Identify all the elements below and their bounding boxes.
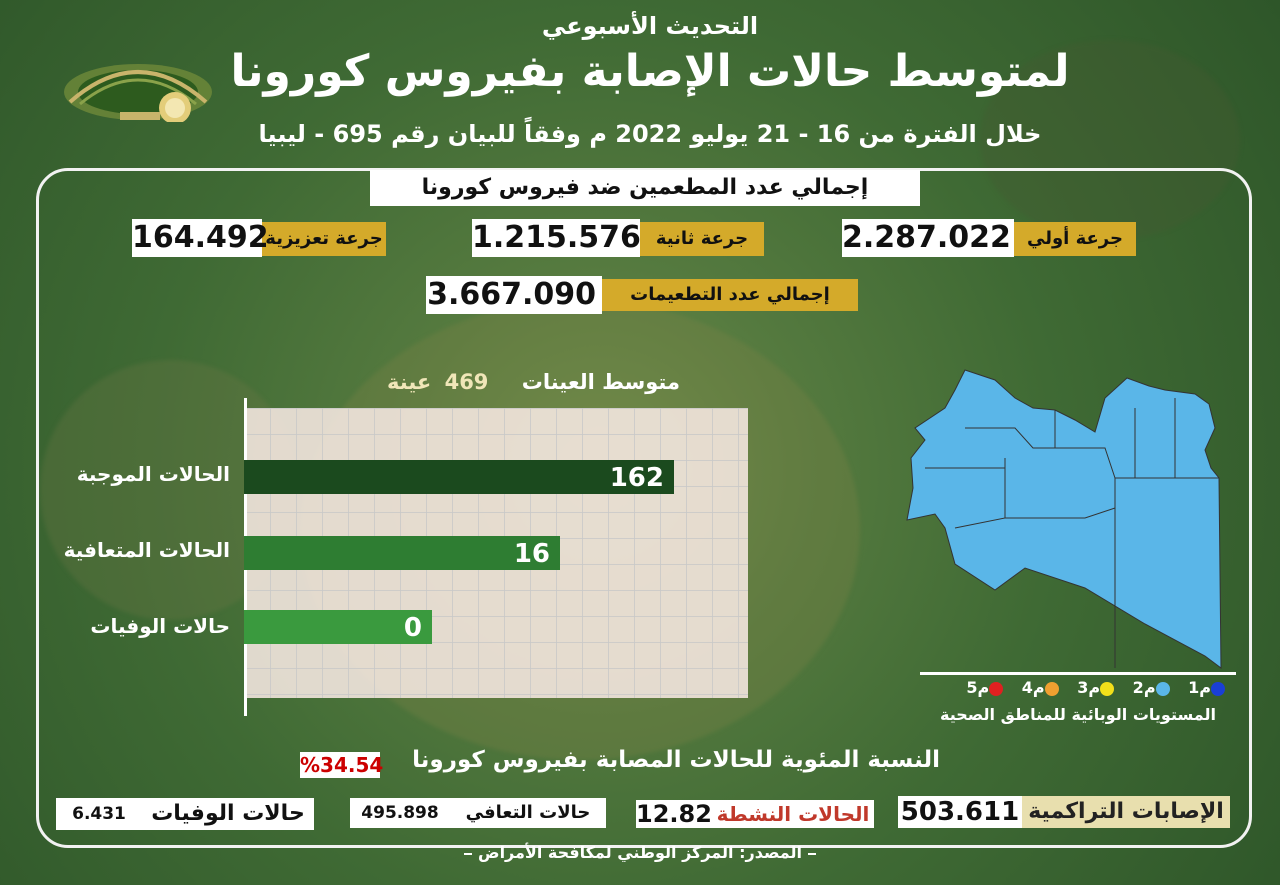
cumulative-cases-value: 503.611: [898, 796, 1022, 828]
bar-deaths: 0: [244, 610, 432, 644]
second-dose-value: 1.215.576: [472, 219, 641, 257]
subtitle: خلال الفترة من 16 - 21 يوليو 2022 م وفقا…: [258, 120, 1042, 148]
samples-value: 469: [444, 370, 489, 394]
cumulative-cases-label: الإصابات التراكمية: [1022, 796, 1230, 828]
bar-value-label: 0: [403, 613, 422, 643]
top-title: التحديث الأسبوعي: [541, 12, 759, 40]
legend-dot-icon: [1211, 681, 1225, 696]
legend-label: م2: [1132, 678, 1156, 697]
libya-map: [906, 369, 1222, 670]
legend-item-2: م2: [1133, 678, 1173, 697]
recovered-value: 495.898: [350, 798, 450, 828]
percentage-text: النسبة المئوية للحالات المصابة بفيروس كو…: [412, 747, 940, 773]
active-cases-value: 12.82: [636, 800, 712, 828]
legend-item-1: م1: [1188, 678, 1228, 697]
legend-item-3: م3: [1077, 678, 1117, 697]
second-dose-label: جرعة ثانية: [640, 222, 764, 256]
samples-unit: عينة: [387, 370, 432, 394]
bar-chart: 162 16 0: [244, 398, 748, 716]
deaths-label: حالات الوفيات: [142, 798, 314, 830]
deaths-value: 6.431: [56, 798, 142, 830]
recovered-label: حالات التعافي: [450, 798, 606, 828]
legend-label: م1: [1188, 678, 1211, 697]
legend-caption: المستويات الوبائية للمناطق الصحية: [940, 705, 1216, 724]
content-frame: [36, 168, 1252, 848]
samples-label: متوسط العينات: [521, 370, 680, 394]
background-virus-shape: [980, 40, 1240, 240]
total-vaccinations-label: إجمالي عدد التطعيمات: [602, 279, 858, 311]
bar-value-label: 16: [513, 539, 550, 569]
chart-label-deaths: حالات الوفيات: [90, 614, 230, 638]
legend-dot-icon: [1100, 681, 1115, 696]
vaccination-heading: إجمالي عدد المطعمين ضد فيروس كورونا: [370, 170, 920, 206]
map-baseline: [920, 672, 1236, 675]
chart-label-positive: الحالات الموجبة: [76, 462, 230, 486]
source-dash: [464, 852, 473, 855]
legend-item-4: م4: [1022, 678, 1062, 697]
bar-recovered: 16: [244, 536, 560, 570]
active-cases-label: الحالات النشطة: [712, 800, 874, 828]
bar-value-label: 162: [609, 463, 664, 493]
source-text: المصدر: المركز الوطني لمكافحة الأمراض: [478, 843, 802, 862]
map-legend: م1 م2 م3 م4 م5: [928, 678, 1228, 697]
legend-label: م3: [1077, 678, 1101, 697]
samples-row: متوسط العينات 469 عينة: [340, 370, 680, 400]
percentage-value: %34.54: [300, 752, 384, 778]
legend-dot-icon: [1044, 681, 1059, 696]
logo-icon: [64, 64, 212, 122]
main-title: لمتوسط حالات الإصابة بفيروس كورونا: [230, 46, 1070, 97]
source-dash: [807, 852, 816, 855]
booster-dose-value: 164.492: [132, 219, 269, 257]
legend-dot-icon: [1155, 681, 1170, 696]
total-vaccinations-value: 3.667.090: [426, 276, 602, 314]
legend-dot-icon: [989, 681, 1004, 696]
bar-positive: 162: [244, 460, 674, 494]
first-dose-label: جرعة أولي: [1014, 222, 1136, 256]
chart-label-recovered: الحالات المتعافية: [63, 538, 230, 562]
legend-item-5: م5: [966, 678, 1006, 697]
source-note: المصدر: المركز الوطني لمكافحة الأمراض: [460, 843, 820, 862]
legend-label: م4: [1021, 678, 1045, 697]
booster-dose-label: جرعة تعزيزية: [262, 222, 386, 256]
first-dose-value: 2.287.022: [842, 219, 1014, 257]
legend-label: م5: [966, 678, 990, 697]
